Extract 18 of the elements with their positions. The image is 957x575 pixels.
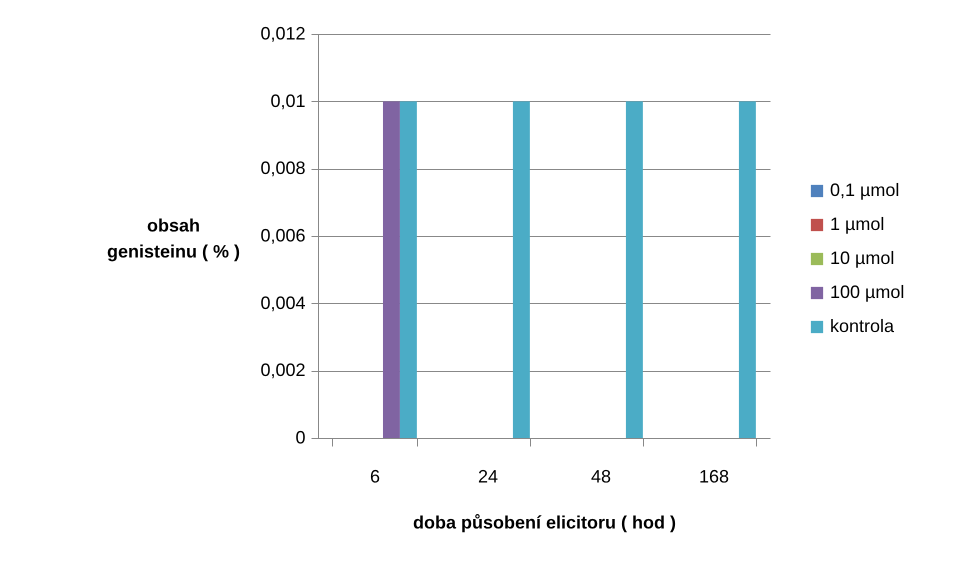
y-tick-label: 0,004 [260, 292, 306, 313]
y-tick-label: 0,006 [260, 226, 306, 246]
legend-label: 100 µmol [830, 282, 904, 302]
y-tick-label: 0,01 [270, 90, 306, 111]
legend-label: kontrola [830, 316, 896, 336]
y-axis-title: obsah genisteinu ( % ) [106, 216, 240, 262]
y-tick-label: 0 [295, 428, 306, 448]
legend-label: 0,1 µmol [830, 180, 900, 200]
legend-label: 1 µmol [830, 214, 884, 234]
y-tick-label: 0,012 [260, 24, 306, 44]
legend-label: 10 µmol [830, 248, 894, 268]
x-tick-label: 168 [698, 466, 730, 486]
x-tick-label: 24 [478, 466, 498, 486]
x-tick-label: 48 [590, 466, 612, 486]
y-tick-label: 0,008 [260, 158, 306, 178]
y-tick-label: 0,002 [260, 360, 306, 380]
x-tick-label: 6 [370, 466, 380, 486]
x-axis-title: doba působení elicitoru ( hod ) [413, 512, 676, 532]
